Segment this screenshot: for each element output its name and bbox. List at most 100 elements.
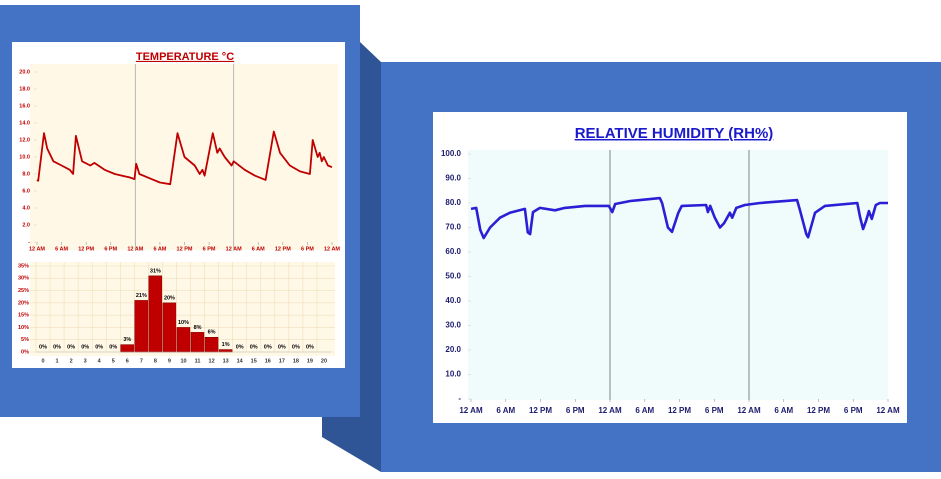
x-tick-label: 2	[70, 358, 73, 364]
x-tick-label: 6 AM	[496, 406, 515, 415]
data-label: 0%	[39, 344, 47, 350]
y-tick-label: -	[28, 239, 30, 245]
data-label: 0%	[109, 344, 117, 350]
y-tick-label: 14.0	[19, 120, 30, 126]
y-tick-label: 20%	[18, 300, 29, 306]
x-tick-label: 3	[84, 358, 87, 364]
data-label: 0%	[67, 344, 75, 350]
bar	[190, 332, 205, 353]
data-label: 0%	[250, 344, 258, 350]
data-label: 0%	[292, 344, 300, 350]
x-tick-label: 6 AM	[774, 406, 793, 415]
x-tick-label: 1	[56, 358, 59, 364]
x-tick-label: 15	[251, 358, 257, 364]
data-label: 6%	[208, 330, 216, 336]
data-label: 8%	[194, 325, 202, 331]
y-tick-label: 40.0	[445, 296, 461, 305]
x-tick-label: 20	[321, 358, 327, 364]
y-tick-label: 80.0	[445, 198, 461, 207]
y-tick-label: 0%	[21, 349, 29, 355]
y-tick-label: 30%	[18, 276, 29, 282]
y-tick-label: 25%	[18, 288, 29, 294]
data-label: 1%	[222, 342, 230, 348]
y-tick-label: 6.0	[22, 188, 30, 194]
x-tick-label: 14	[237, 358, 244, 364]
y-tick-label: 20.0	[445, 345, 461, 354]
x-tick-label: 18	[293, 358, 299, 364]
bar	[176, 327, 191, 353]
x-tick-label: 7	[140, 358, 143, 364]
x-tick-label: 12 PM	[275, 246, 291, 252]
x-tick-label: 17	[279, 358, 285, 364]
x-tick-label: 6	[126, 358, 129, 364]
y-tick-label: 70.0	[445, 223, 461, 232]
y-tick-label: 30.0	[445, 321, 461, 330]
x-tick-label: 6 AM	[153, 246, 166, 252]
data-line	[36, 130, 333, 186]
y-tick-label: 4.0	[22, 205, 30, 211]
data-label: 3%	[123, 337, 131, 343]
y-tick-label: 2.0	[22, 222, 30, 228]
data-line	[470, 196, 888, 240]
y-tick-label: 10%	[18, 325, 29, 331]
data-label: 0%	[53, 344, 61, 350]
data-label: 0%	[236, 344, 244, 350]
x-tick-label: 16	[265, 358, 271, 364]
x-tick-label: 12 AM	[598, 406, 622, 415]
data-label: 0%	[81, 344, 89, 350]
y-tick-label: 20.0	[19, 69, 30, 75]
data-label: 0%	[95, 344, 103, 350]
x-tick-label: 12 AM	[737, 406, 761, 415]
y-tick-label: 15%	[18, 313, 29, 319]
y-tick-label: 10.0	[445, 370, 461, 379]
y-tick-label: 100.0	[441, 149, 462, 158]
y-tick-label: 35%	[18, 263, 29, 269]
x-tick-label: 12 AM	[876, 406, 900, 415]
x-tick-label: 5	[112, 358, 115, 364]
x-tick-label: 9	[168, 358, 171, 364]
x-tick-label: 6 PM	[301, 246, 314, 252]
data-label: 10%	[178, 320, 189, 326]
x-tick-label: 6 PM	[203, 246, 216, 252]
y-tick-label: 12.0	[19, 137, 30, 143]
data-label: 0%	[306, 344, 314, 350]
bar	[120, 344, 135, 353]
y-tick-label: 16.0	[19, 103, 30, 109]
x-tick-label: 4	[98, 358, 102, 364]
bar	[204, 337, 219, 353]
panel-connector	[322, 42, 381, 472]
chart-title: TEMPERATURE °C	[136, 51, 234, 63]
data-label: 0%	[278, 344, 286, 350]
data-label: 20%	[164, 295, 175, 301]
x-tick-label: 6 PM	[104, 246, 117, 252]
x-tick-label: 19	[307, 358, 313, 364]
y-tick-label: -	[458, 394, 461, 403]
y-tick-label: 60.0	[445, 247, 461, 256]
x-tick-label: 6 AM	[55, 246, 68, 252]
x-tick-label: 6 PM	[566, 406, 585, 415]
x-tick-label: 12 PM	[668, 406, 691, 415]
y-tick-label: 10.0	[19, 154, 30, 160]
x-tick-label: 8	[154, 358, 157, 364]
plot-area	[468, 150, 888, 400]
chart-title: RELATIVE HUMIDITY (RH%)	[575, 125, 774, 142]
y-tick-label: 18.0	[19, 86, 30, 92]
data-label: 31%	[150, 268, 161, 274]
y-tick-label: 50.0	[445, 272, 461, 281]
bar	[218, 349, 233, 353]
x-tick-label: 12 PM	[529, 406, 552, 415]
x-tick-label: 12 AM	[324, 246, 340, 252]
data-label: 21%	[136, 293, 147, 299]
x-tick-label: 12 AM	[459, 406, 483, 415]
x-tick-label: 10	[180, 358, 186, 364]
x-tick-label: 12 PM	[177, 246, 193, 252]
x-tick-label: 12 PM	[807, 406, 830, 415]
y-tick-label: 5%	[21, 337, 29, 343]
data-label: 0%	[264, 344, 272, 350]
bar	[148, 275, 163, 353]
x-tick-label: 13	[223, 358, 229, 364]
x-tick-label: 0	[41, 358, 44, 364]
y-tick-label: 8.0	[22, 171, 30, 177]
x-tick-label: 6 PM	[844, 406, 863, 415]
